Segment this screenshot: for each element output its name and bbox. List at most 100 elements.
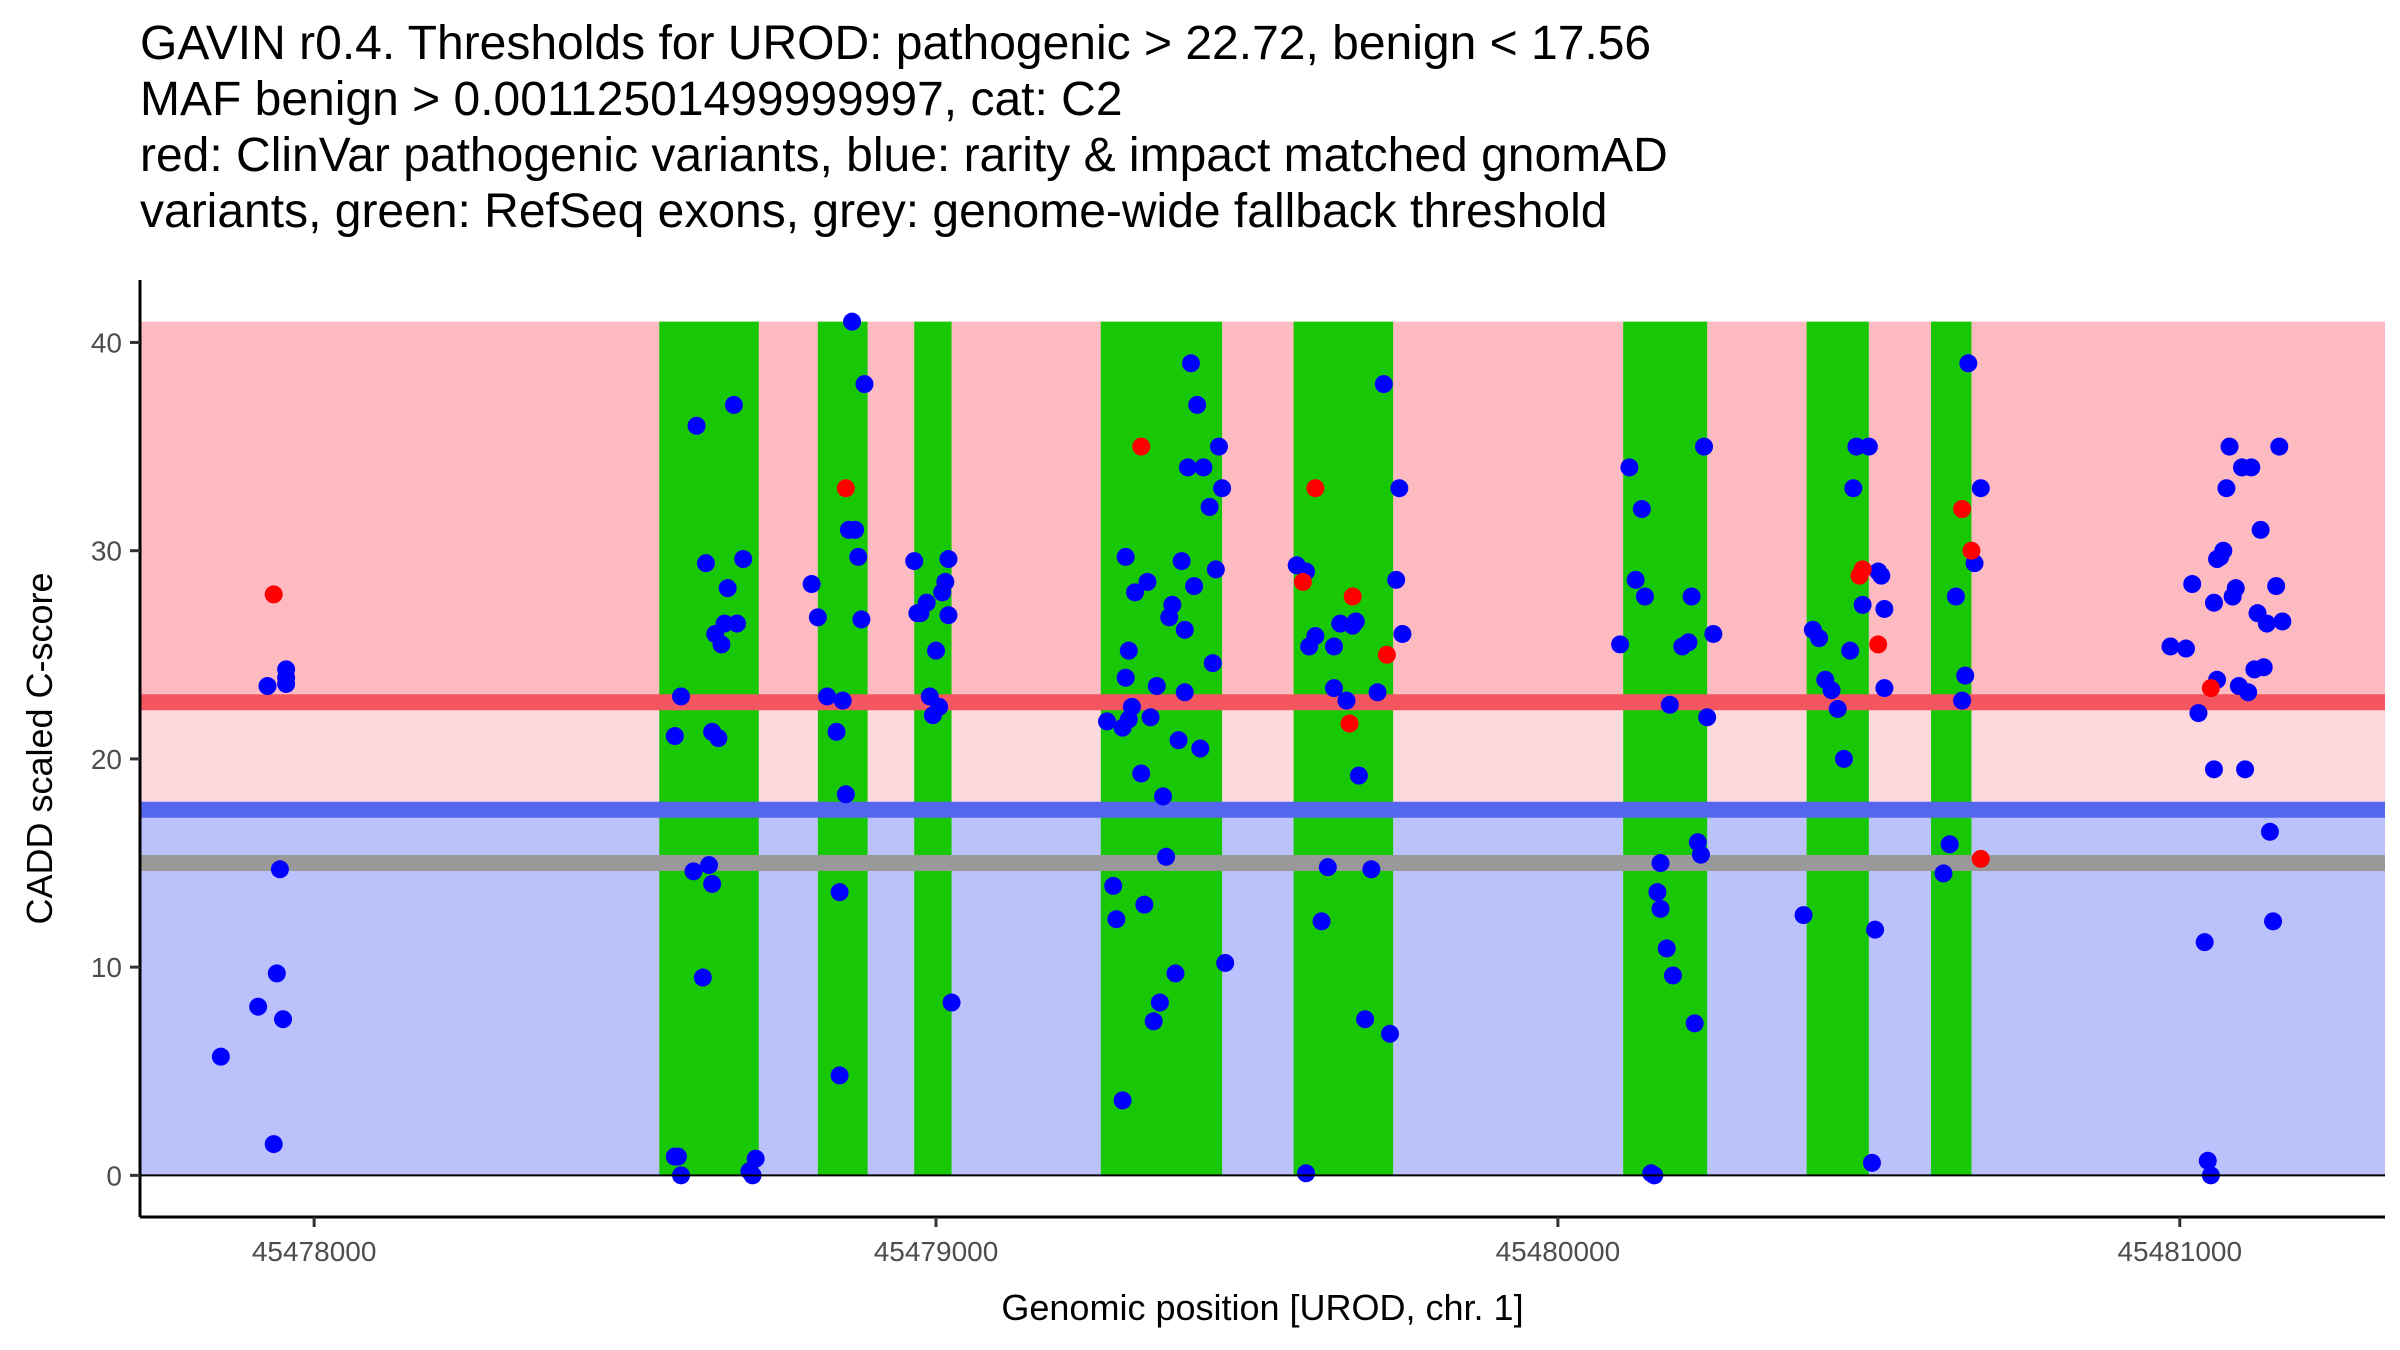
gnomad-point: [2183, 575, 2202, 594]
gnomad-point: [270, 860, 289, 879]
gnomad-point: [1810, 629, 1829, 648]
gnomad-point: [1119, 710, 1138, 729]
gnomad-point: [942, 993, 961, 1012]
gnomad-point: [1959, 354, 1978, 373]
gnomad-point: [1626, 570, 1645, 589]
chart-title: GAVIN r0.4. Thresholds for UROD: pathoge…: [140, 16, 1668, 240]
gnomad-point: [1695, 437, 1714, 456]
gnomad-point: [1679, 633, 1698, 652]
gnomad-point: [1841, 641, 1860, 660]
gnomad-point: [827, 722, 846, 741]
gnomad-point: [1306, 627, 1325, 646]
gnomad-point: [1104, 876, 1123, 895]
gnomad-point: [1794, 906, 1813, 925]
gnomad-point: [849, 547, 868, 566]
gnomad-point: [1611, 635, 1630, 654]
axes: [138, 280, 2385, 1219]
gnomad-point: [936, 572, 955, 591]
y-tick-label: 20: [91, 744, 122, 775]
gnomad-point: [687, 416, 706, 435]
gnomad-point: [1685, 1014, 1704, 1033]
gnomad-point: [1325, 637, 1344, 656]
title-line-3: red: ClinVar pathogenic variants, blue: …: [140, 129, 1668, 182]
gnomad-point: [1875, 599, 1894, 618]
gnomad-point: [1337, 691, 1356, 710]
gnomad-point: [1393, 624, 1412, 643]
clinvar-point: [2201, 679, 2220, 698]
gnomad-point: [1356, 1010, 1375, 1029]
gnomad-point: [2239, 683, 2258, 702]
gnomad-point: [927, 641, 946, 660]
gnomad-point: [2273, 612, 2292, 631]
gnomad-point: [211, 1047, 230, 1066]
gnomad-point: [2208, 550, 2227, 569]
clinvar-point: [264, 585, 283, 604]
clinvar-point: [1853, 560, 1872, 579]
gnomad-point: [939, 606, 958, 625]
gnomad-point: [1200, 497, 1219, 516]
gnomad-point: [2257, 614, 2276, 633]
gnomad-point: [709, 729, 728, 748]
gnomad-point: [1116, 668, 1135, 687]
x-tick-label: 45481000: [2117, 1236, 2242, 1267]
gnomad-point: [1953, 691, 1972, 710]
gnomad-point: [808, 608, 827, 627]
gnomad-point: [1175, 683, 1194, 702]
exon-bar-7: [1806, 321, 1869, 1176]
gnomad-point: [734, 550, 753, 569]
gnomad-point: [2176, 639, 2195, 658]
gnomad-point: [939, 550, 958, 569]
gnomad-point: [1934, 864, 1953, 883]
gnomad-point: [264, 1135, 283, 1154]
y-tick-label: 30: [91, 536, 122, 567]
gnomad-point: [830, 1066, 849, 1085]
gnomad-point: [2198, 1151, 2217, 1170]
gnomad-point: [930, 697, 949, 716]
gnomad-point: [267, 964, 286, 983]
clinvar-point: [1293, 572, 1312, 591]
gnomad-point: [1828, 699, 1847, 718]
gnomad-point: [1113, 1091, 1132, 1110]
gnomad-point: [1971, 479, 1990, 498]
gnomad-point: [843, 312, 862, 331]
gnomad-point: [1191, 739, 1210, 758]
gnomad-point: [1185, 577, 1204, 596]
threshold-regions: [140, 321, 2385, 1176]
gnomad-point: [746, 1149, 765, 1168]
data-points: [211, 312, 2292, 1185]
gnomad-point: [1166, 964, 1185, 983]
gnomad-point: [1663, 966, 1682, 985]
gnomad-point: [1178, 458, 1197, 477]
threshold-lines: [140, 694, 2385, 872]
gnomad-point: [672, 687, 691, 706]
gnomad-point: [1209, 437, 1228, 456]
gnomad-point: [1651, 854, 1670, 873]
gnomad-point: [1141, 708, 1160, 727]
clinvar-point: [1377, 645, 1396, 664]
x-tick-label: 45479000: [874, 1236, 999, 1267]
intermediate-region: [140, 702, 2385, 810]
gnomad-point: [2217, 479, 2236, 498]
gnomad-point: [665, 727, 684, 746]
gnomad-point: [1682, 587, 1701, 606]
title-line-2: MAF benign > 0.00112501499999997, cat: C…: [140, 73, 1123, 126]
pathogenic-region: [140, 321, 2385, 703]
exon-bar-3: [914, 321, 952, 1176]
gnomad-point: [1318, 858, 1337, 877]
gnomad-point: [1853, 595, 1872, 614]
gnomad-point: [712, 635, 731, 654]
gnomad-point: [833, 691, 852, 710]
gnomad-point: [1940, 835, 1959, 854]
gnomad-point: [700, 856, 719, 875]
gnomad-point: [718, 579, 737, 598]
gnomad-point: [1169, 731, 1188, 750]
gnomad-point: [2195, 933, 2214, 952]
x-tick-label: 45478000: [252, 1236, 377, 1267]
gnomad-point: [1181, 354, 1200, 373]
gnomad-point: [2220, 437, 2239, 456]
gnomad-point: [855, 375, 874, 394]
gnomad-point: [802, 575, 821, 594]
gnomad-point: [1387, 570, 1406, 589]
gnomad-point: [1834, 749, 1853, 768]
